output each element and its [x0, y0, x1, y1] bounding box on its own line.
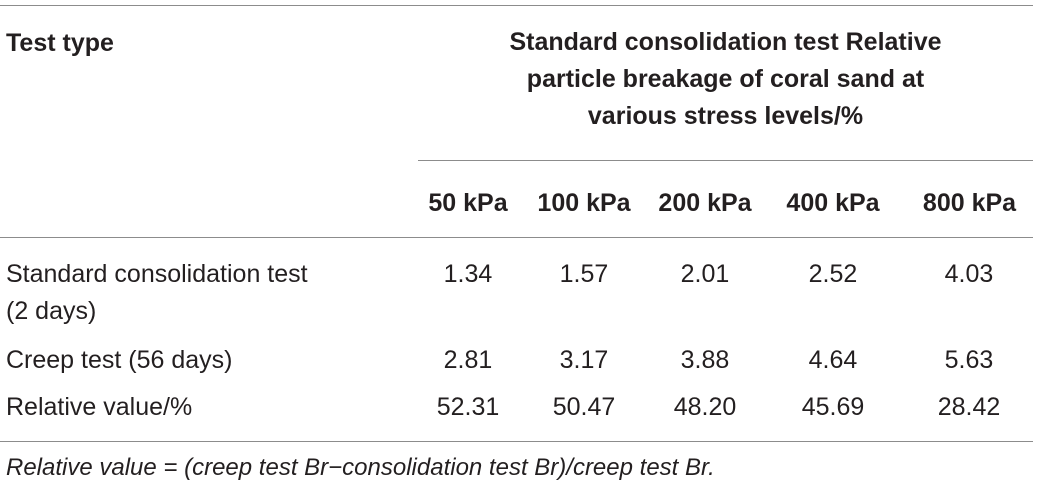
table-cell: 3.88	[680, 346, 730, 374]
row-label-relative-value: Relative value/%	[6, 393, 193, 421]
table-bottom-rule	[0, 441, 1033, 442]
column-header-800kpa: 800 kPa	[922, 189, 1017, 217]
table-cell: 1.34	[443, 260, 493, 288]
table-cell: 1.57	[559, 260, 609, 288]
table-cell: 52.31	[436, 393, 500, 421]
table-cell: 2.81	[443, 346, 493, 374]
table-cell: 4.64	[808, 346, 858, 374]
column-header-400kpa: 400 kPa	[786, 189, 880, 217]
table-cell: 2.52	[808, 260, 858, 288]
header-bottom-rule	[0, 237, 1033, 238]
table-cell: 45.69	[801, 393, 865, 421]
table-footnote: Relative value = (creep test Br−consolid…	[6, 454, 715, 481]
row-label-standard-consolidation: Standard consolidation test	[6, 260, 308, 288]
column-header-50kpa: 50 kPa	[428, 189, 508, 217]
test-type-header: Test type	[6, 29, 114, 57]
table-cell: 2.01	[680, 260, 730, 288]
group-title-line-1: Standard consolidation test Relative	[509, 28, 942, 56]
table-cell: 3.17	[559, 346, 609, 374]
group-title-line-3: various stress levels/%	[587, 102, 864, 130]
column-header-200kpa: 200 kPa	[658, 189, 752, 217]
row-label-standard-consolidation-line2: (2 days)	[6, 297, 97, 325]
table-cell: 50.47	[552, 393, 616, 421]
table-cell: 5.63	[944, 346, 994, 374]
column-header-100kpa: 100 kPa	[537, 189, 631, 217]
table-cell: 48.20	[673, 393, 737, 421]
top-rule	[0, 5, 1033, 6]
table-cell: 4.03	[944, 260, 994, 288]
group-title: Standard consolidation test Relative par…	[418, 24, 1033, 135]
table-cell: 28.42	[937, 393, 1001, 421]
group-title-line-2: particle breakage of coral sand at	[526, 65, 925, 93]
group-header-rule	[418, 160, 1033, 161]
row-label-creep-test: Creep test (56 days)	[6, 346, 233, 374]
